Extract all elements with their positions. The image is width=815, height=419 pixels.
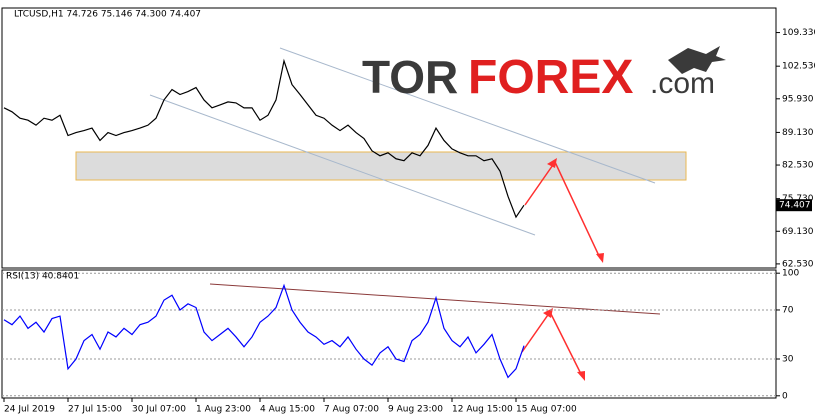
arrow-head (543, 308, 553, 318)
logo-bull (668, 46, 726, 74)
price-tag (776, 199, 812, 212)
x-tick-label: 7 Aug 07:00 (324, 405, 379, 415)
x-tick-label: 24 Jul 2019 (4, 405, 55, 415)
panel-title: RSI(13) 40.8401 (6, 272, 79, 282)
y-tick-label: 89.130 (782, 128, 814, 138)
panel-title: LTCUSD,H1 74.726 75.146 74.300 74.407 (14, 10, 201, 20)
x-tick-label: 12 Aug 15:00 (452, 405, 513, 415)
x-tick-label: 15 Aug 07:00 (516, 405, 577, 415)
y-tick-label: 100 (782, 269, 799, 279)
x-tick-label: 1 Aug 23:00 (196, 405, 251, 415)
x-tick-label: 4 Aug 15:00 (260, 405, 315, 415)
y-tick-label: 30 (782, 355, 794, 365)
arrow-head (577, 371, 585, 381)
y-tick-label: 0 (782, 391, 788, 401)
price-line (3, 58, 525, 219)
channel-line (279, 47, 656, 184)
y-tick-label: 69.130 (782, 227, 814, 237)
logo-part: FOREX (468, 51, 633, 104)
x-tick-label: 9 Aug 23:00 (388, 405, 443, 415)
x-tick-label: 27 Jul 15:00 (68, 405, 122, 415)
y-tick-label: 95.930 (782, 94, 814, 104)
price-line (3, 283, 525, 379)
y-tick-label: 70 (782, 305, 794, 315)
x-tick-label: 30 Jul 07:00 (132, 405, 186, 415)
arrow-head (547, 158, 557, 168)
y-tick-label: 109.330 (782, 28, 815, 38)
arrow-head (596, 253, 604, 263)
y-tick-label: 62.530 (782, 259, 814, 269)
y-tick-label: 75.730 (782, 194, 814, 204)
y-tick-label: 102.530 (782, 62, 815, 72)
price-panel (1, 7, 777, 269)
y-tick-label: 82.530 (782, 161, 814, 171)
support-zone (75, 151, 687, 181)
price-tag-label: 74.407 (779, 201, 811, 211)
channel-line (149, 94, 536, 236)
logo-part: TOR (362, 51, 458, 103)
